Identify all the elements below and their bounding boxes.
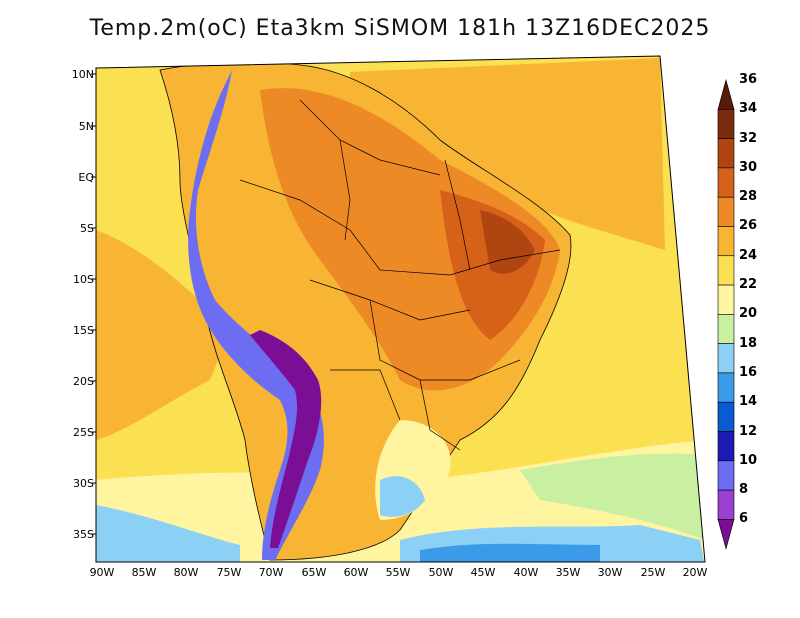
andes-cold-strip — [188, 70, 324, 560]
lat-label: 25S — [73, 426, 94, 439]
colorbar-level-label: 8 — [739, 482, 749, 498]
map-title: Temp.2m(oC) Eta3km SiSMOM 181h 13Z16DEC2… — [89, 16, 711, 41]
lon-label: 50W — [428, 566, 454, 579]
andes-coldest-strip — [250, 330, 322, 548]
lat-label: 15S — [73, 324, 94, 337]
colorbar-level-label: 6 — [739, 511, 749, 527]
lat-label: 5N — [78, 120, 94, 133]
political-borders — [239, 99, 561, 451]
lat-label: 5S — [80, 222, 94, 235]
pacific-warm-band — [96, 230, 230, 440]
uruguay-cool — [380, 476, 425, 517]
colorbar-level-label: 12 — [739, 423, 758, 439]
colorbar-arrow-bottom — [717, 519, 735, 550]
colorbar-level-label: 24 — [739, 247, 758, 263]
lon-label: 90W — [89, 566, 115, 579]
colorbar-arrow-top — [717, 78, 735, 110]
lon-label: 35W — [555, 566, 581, 579]
colorbar-level-label: 16 — [739, 364, 758, 380]
northeast-hottest-core — [480, 210, 535, 274]
colorbar-level-label: 10 — [739, 452, 758, 468]
temperature-field — [96, 56, 705, 562]
lon-label: 20W — [682, 566, 708, 579]
lon-label: 30W — [597, 566, 623, 579]
colorbar-swatch — [717, 314, 735, 344]
colorbar-level-label: 34 — [739, 101, 758, 117]
lon-label: 85W — [131, 566, 157, 579]
colorbar-swatch — [717, 255, 735, 286]
lon-label: 55W — [385, 566, 411, 579]
lon-label: 65W — [301, 566, 327, 579]
lon-label: 40W — [513, 566, 539, 579]
colorbar-level-label: 18 — [739, 335, 758, 351]
colorbar-swatch — [717, 138, 735, 169]
colorbar-level-label: 22 — [739, 277, 758, 293]
colorbar-swatch — [717, 196, 735, 227]
colorbar-swatch — [717, 284, 735, 315]
lon-label: 80W — [173, 566, 199, 579]
southeast-colder-patch — [420, 543, 600, 562]
lon-label: 70W — [258, 566, 284, 579]
lat-label: EQ — [78, 171, 94, 184]
lat-label: 10N — [71, 68, 94, 81]
colorbar-level-label: 32 — [739, 130, 758, 146]
colorbar-swatch — [717, 460, 735, 491]
colorbar-level-label: 30 — [739, 159, 758, 175]
colorbar-level-label: 36 — [739, 72, 758, 87]
colorbar-level-label: 28 — [739, 189, 758, 205]
colorbar-level-label: 20 — [739, 306, 758, 322]
colorbar-swatch — [717, 372, 735, 403]
colorbar-swatch — [717, 343, 735, 374]
colorbar-level-label: 26 — [739, 218, 758, 234]
lon-label: 25W — [640, 566, 666, 579]
atlantic-warm-band — [350, 58, 665, 250]
lon-label: 60W — [343, 566, 369, 579]
south-cool-band-2 — [520, 453, 705, 540]
colorbar — [717, 78, 735, 550]
lon-label: 75W — [216, 566, 242, 579]
lat-label: 20S — [73, 375, 94, 388]
lat-label: 35S — [73, 528, 94, 541]
axis-ticks — [91, 73, 96, 535]
map-frame — [95, 55, 706, 563]
southwest-cold-patch — [96, 505, 240, 562]
colorbar-swatch — [717, 431, 735, 462]
lat-label: 30S — [73, 477, 94, 490]
colorbar-level-label: 14 — [739, 394, 758, 410]
lon-label: 45W — [470, 566, 496, 579]
colorbar-swatch — [717, 108, 735, 139]
colorbar-swatch — [717, 489, 735, 520]
colorbar-swatch — [717, 401, 735, 432]
colorbar-swatch — [717, 167, 735, 198]
lat-label: 10S — [73, 273, 94, 286]
colorbar-swatch — [717, 226, 735, 257]
